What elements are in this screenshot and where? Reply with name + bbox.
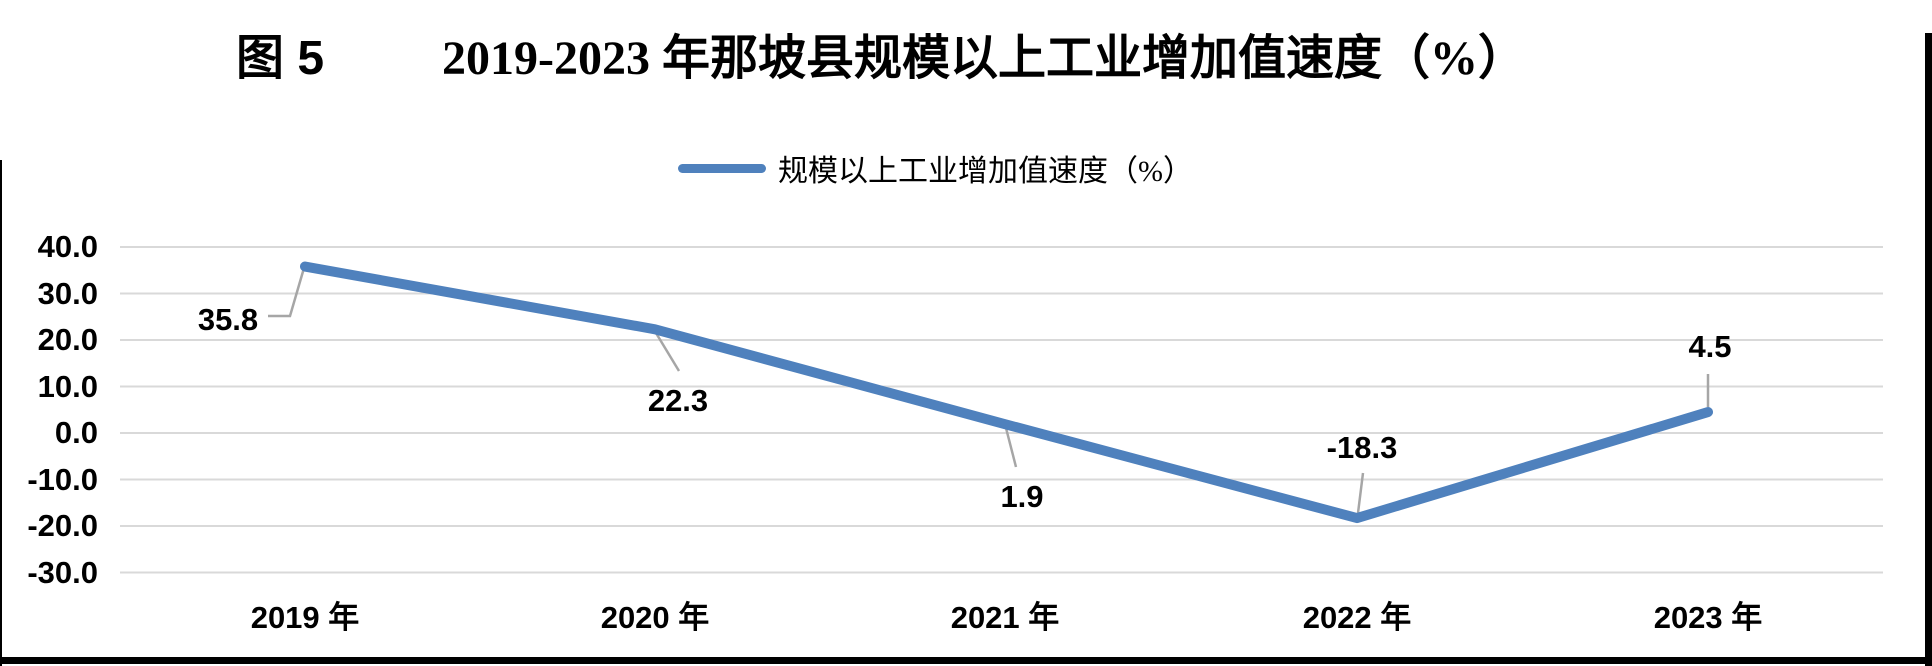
y-axis-tick-label: -10.0 xyxy=(27,461,98,497)
x-axis-category-label: 2020 年 xyxy=(600,600,710,635)
data-point-label: 1.9 xyxy=(1000,479,1044,514)
x-axis-category-label: 2021 年 xyxy=(950,600,1060,635)
frame-border-right xyxy=(1925,33,1932,666)
data-label-leader xyxy=(268,267,306,318)
figure-number: 图 5 xyxy=(236,32,325,85)
x-axis-category-label: 2023 年 xyxy=(1653,600,1763,635)
y-axis-tick-label: -30.0 xyxy=(27,554,98,590)
y-axis-tick-label: 30.0 xyxy=(37,275,98,311)
chart-title-text: 2019-2023 年那坡县规模以上工业增加值速度（%） xyxy=(442,32,1527,85)
data-point-label: 35.8 xyxy=(197,302,259,337)
legend-line-swatch xyxy=(678,163,766,173)
data-point-label: 22.3 xyxy=(647,383,709,418)
data-label-leader xyxy=(1004,427,1018,468)
legend[interactable]: 规模以上工业增加值速度（%） xyxy=(678,148,1193,188)
frame-border-left xyxy=(0,160,2,666)
frame-border-bottom xyxy=(0,657,1932,664)
data-point-label: -18.3 xyxy=(1326,430,1398,465)
x-axis-category-label: 2019 年 xyxy=(250,600,360,635)
data-label-leader xyxy=(654,332,681,372)
y-axis-tick-label: -20.0 xyxy=(27,508,98,543)
x-axis-category-label: 2022 年 xyxy=(1302,600,1412,635)
legend-label: 规模以上工业增加值速度（%） xyxy=(778,155,1193,188)
chart-title: 图 5 2019-2023 年那坡县规模以上工业增加值速度（%） xyxy=(236,18,1526,88)
data-point-label: 4.5 xyxy=(1688,329,1732,364)
data-label-leader xyxy=(1356,472,1365,514)
y-axis-tick-label: 20.0 xyxy=(37,322,98,357)
series-line[interactable] xyxy=(300,261,1713,524)
y-axis-tick-label: 0.0 xyxy=(54,415,98,450)
y-axis-tick-label: 10.0 xyxy=(37,368,98,404)
y-axis-tick-label: 40.0 xyxy=(37,229,98,264)
